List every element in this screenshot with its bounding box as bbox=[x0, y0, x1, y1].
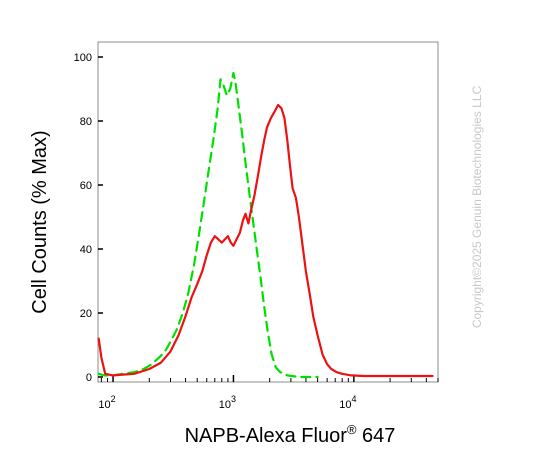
x-tick-label: 104 bbox=[339, 394, 356, 411]
x-tick-exponent: 3 bbox=[231, 394, 236, 404]
x-tick-label: 102 bbox=[98, 394, 115, 411]
y-tick-label: 100 bbox=[74, 52, 92, 64]
x-axis-title-main: NAPB-Alexa Fluor bbox=[185, 425, 348, 447]
y-tick-label: 40 bbox=[80, 244, 92, 256]
series-line-2 bbox=[97, 103, 434, 378]
y-tick-label: 60 bbox=[80, 180, 92, 192]
x-axis-title-registered-mark: ® bbox=[347, 422, 357, 437]
series-line-1 bbox=[97, 71, 319, 379]
y-tick-label: 20 bbox=[80, 308, 92, 320]
copyright-watermark: Copyright©2025 Genuin Biotechnologies LL… bbox=[470, 86, 484, 329]
x-axis-title: NAPB-Alexa Fluor® 647 bbox=[185, 422, 396, 447]
y-axis: 0 20 40 60 80 100 bbox=[74, 52, 103, 384]
x-tick-base: 10 bbox=[339, 399, 351, 411]
x-tick-exponent: 4 bbox=[351, 394, 356, 404]
x-axis-title-suffix: 647 bbox=[356, 425, 395, 447]
series-layer bbox=[97, 71, 434, 379]
y-axis-title: Cell Counts (% Max) bbox=[29, 130, 51, 313]
x-tick-label: 103 bbox=[219, 394, 236, 411]
plot-frame bbox=[97, 41, 439, 383]
x-tick-base: 10 bbox=[98, 399, 110, 411]
x-axis: 102 103 104 bbox=[98, 375, 439, 411]
x-tick-exponent: 2 bbox=[111, 394, 116, 404]
y-tick-label: 80 bbox=[80, 116, 92, 128]
x-tick-base: 10 bbox=[219, 399, 231, 411]
y-tick-label: 0 bbox=[86, 372, 92, 384]
